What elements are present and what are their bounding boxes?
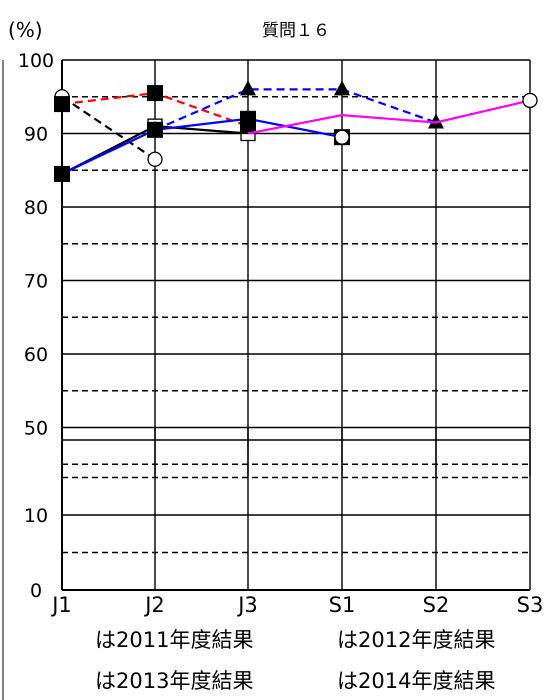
- y-axis-label: (%): [8, 18, 43, 42]
- y-tick-label: 10: [24, 505, 48, 527]
- x-tick-label: J1: [50, 593, 72, 617]
- legend-entry: は2012年度結果: [337, 628, 495, 652]
- x-tick-label: S1: [329, 593, 356, 617]
- series-layer: [54, 80, 538, 182]
- y-tick-label: 80: [24, 197, 48, 219]
- x-tick-label: J3: [236, 593, 258, 617]
- series-path: [61, 95, 156, 161]
- data-point: [240, 80, 256, 96]
- series-path: [154, 88, 437, 131]
- data-point: [147, 121, 163, 138]
- legend-entry: は2011年度結果: [95, 628, 253, 652]
- y-tick-label: 100: [18, 50, 54, 72]
- legend-entry: は2014年度結果: [337, 669, 495, 693]
- y-tick-label: 60: [24, 344, 48, 366]
- series-line: [247, 99, 531, 135]
- data-point: [54, 165, 70, 182]
- y-tick-label: 70: [24, 271, 48, 293]
- data-point: [428, 113, 444, 129]
- series-path: [247, 99, 531, 135]
- data-point: [147, 151, 163, 167]
- data-point: [334, 80, 350, 96]
- y-tick-label: 50: [24, 418, 48, 440]
- data-point: [147, 85, 163, 102]
- x-tick-label: J2: [143, 593, 165, 617]
- data-point: [522, 92, 538, 109]
- x-tick-label: S3: [517, 593, 544, 617]
- series-line: [54, 89, 163, 167]
- data-point: [240, 110, 256, 127]
- grid: [2, 59, 531, 700]
- y-tick-label: 90: [24, 124, 48, 146]
- legend-entry: は2013年度結果: [95, 669, 253, 693]
- series-path: [61, 117, 343, 175]
- x-tick-label: S2: [423, 593, 450, 617]
- chart-title: 質問１６: [262, 21, 330, 41]
- data-point: [54, 96, 70, 113]
- y-tick-label: 0: [30, 580, 42, 602]
- x-tick-labels: J1 J2 J3 S1 S2 S3: [50, 593, 543, 617]
- data-point: [334, 129, 350, 145]
